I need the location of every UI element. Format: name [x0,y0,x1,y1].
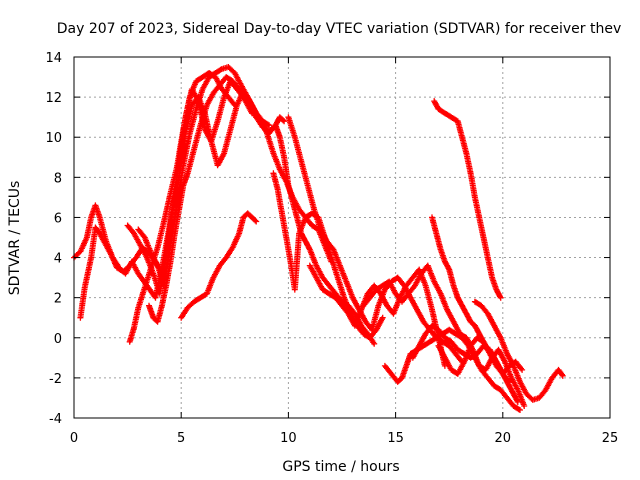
x-tick-label: 5 [177,431,185,446]
y-tick-label: 12 [45,91,62,106]
x-tick-label: 25 [602,431,619,446]
series-trace-16 [431,98,504,301]
y-tick-label: -2 [49,372,62,387]
x-tick-label: 0 [70,431,78,446]
y-tick-label: 8 [54,171,62,186]
x-axis-title: GPS time / hours [282,459,399,475]
series-trace-10 [285,114,466,365]
y-tick-label: -4 [49,412,62,427]
x-tick-label: 10 [280,431,297,446]
y-tick-label: 4 [54,252,62,267]
y-tick-label: 6 [54,211,62,226]
y-tick-label: 0 [54,332,62,347]
chart-title: Day 207 of 2023, Sidereal Day-to-day VTE… [57,21,621,37]
y-tick-label: 14 [45,51,62,66]
series-trace-6 [146,74,255,325]
x-tick-label: 15 [387,431,404,446]
data-point-markers [471,298,566,403]
series-trace-7 [178,210,260,321]
data-points [71,64,566,413]
y-tick-label: 10 [45,131,62,146]
y-tick-label: 2 [54,292,62,307]
data-point-markers [146,74,255,325]
series-trace-18 [471,298,566,403]
x-tick-label: 20 [495,431,512,446]
axis-ticks: 0 5 10 15 20 25 -4 -2 0 2 4 6 8 10 12 14 [45,51,618,446]
data-point-markers [285,114,466,365]
data-point-markers [431,98,504,301]
data-point-markers [178,210,260,321]
y-axis-title: SDTVAR / TECUs [7,181,23,296]
plot-frame [73,56,611,419]
